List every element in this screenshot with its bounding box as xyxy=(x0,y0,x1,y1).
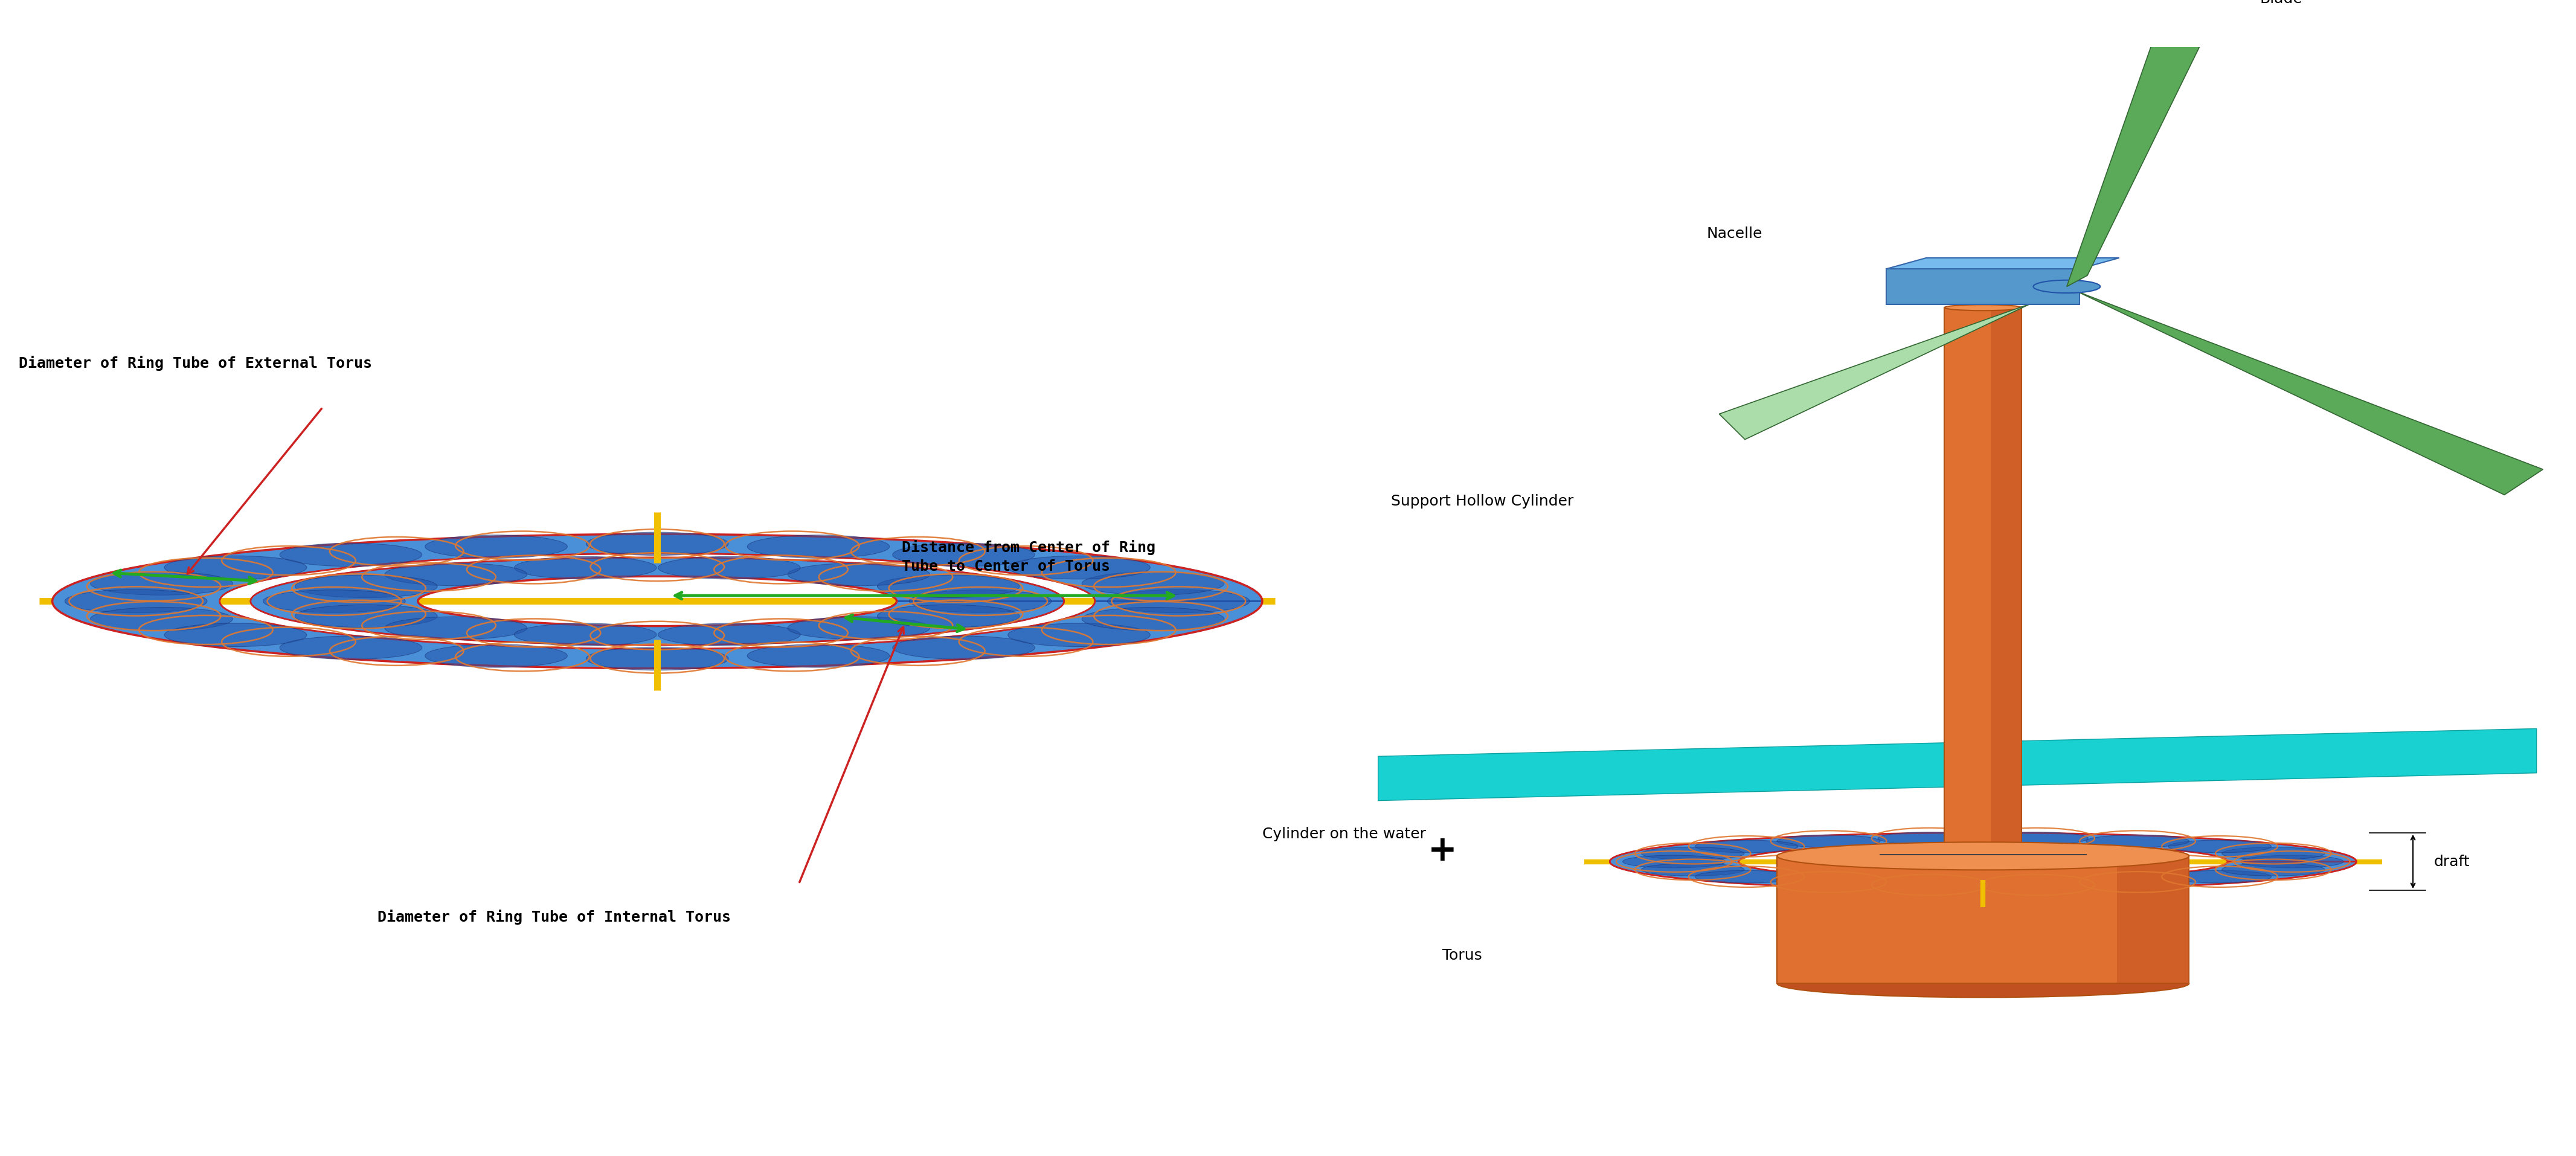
Text: +: + xyxy=(1427,833,1458,868)
Ellipse shape xyxy=(515,556,657,579)
Polygon shape xyxy=(1777,857,2190,984)
Ellipse shape xyxy=(2169,870,2272,883)
Ellipse shape xyxy=(281,543,422,566)
Ellipse shape xyxy=(165,556,307,579)
FancyBboxPatch shape xyxy=(1991,307,2022,861)
Text: Cylinder on the water: Cylinder on the water xyxy=(1262,827,1427,842)
Text: draft: draft xyxy=(2434,854,2470,869)
Ellipse shape xyxy=(90,607,232,630)
Polygon shape xyxy=(2066,287,2543,495)
Ellipse shape xyxy=(788,616,930,639)
Ellipse shape xyxy=(1641,864,1744,876)
Ellipse shape xyxy=(657,556,801,579)
Text: Diameter of Ring Tube of Internal Torus: Diameter of Ring Tube of Internal Torus xyxy=(379,910,732,925)
Ellipse shape xyxy=(587,532,729,555)
Ellipse shape xyxy=(1641,847,1744,860)
Ellipse shape xyxy=(2223,847,2326,860)
Ellipse shape xyxy=(425,644,567,667)
Polygon shape xyxy=(2117,857,2190,984)
Polygon shape xyxy=(1886,269,2079,304)
Ellipse shape xyxy=(747,535,889,558)
Ellipse shape xyxy=(263,590,404,613)
Ellipse shape xyxy=(1777,970,2190,998)
Text: Distance from Center of Ring
Tube to Center of Torus: Distance from Center of Ring Tube to Cen… xyxy=(902,540,1157,575)
Ellipse shape xyxy=(90,572,232,595)
Text: Torus: Torus xyxy=(1443,948,1481,963)
Ellipse shape xyxy=(281,636,422,659)
Ellipse shape xyxy=(657,623,801,646)
Ellipse shape xyxy=(1007,623,1149,646)
Ellipse shape xyxy=(1878,879,1981,891)
Ellipse shape xyxy=(894,636,1036,659)
Polygon shape xyxy=(2066,0,2233,287)
Ellipse shape xyxy=(747,644,889,667)
Ellipse shape xyxy=(1007,556,1149,579)
Text: Nacelle: Nacelle xyxy=(1705,227,1762,242)
Ellipse shape xyxy=(878,575,1020,598)
Ellipse shape xyxy=(1986,832,2089,845)
Polygon shape xyxy=(250,557,1064,645)
Ellipse shape xyxy=(2087,876,2190,888)
Ellipse shape xyxy=(296,575,438,598)
Polygon shape xyxy=(1378,728,2537,801)
Ellipse shape xyxy=(2241,855,2344,868)
Ellipse shape xyxy=(1623,855,1726,868)
Polygon shape xyxy=(52,534,1262,668)
Ellipse shape xyxy=(515,623,657,646)
Ellipse shape xyxy=(587,647,729,670)
Ellipse shape xyxy=(1777,835,1880,847)
Ellipse shape xyxy=(909,590,1051,613)
Ellipse shape xyxy=(894,543,1036,566)
Polygon shape xyxy=(1610,832,2357,890)
Polygon shape xyxy=(1886,258,2120,269)
Ellipse shape xyxy=(296,605,438,628)
Ellipse shape xyxy=(2032,280,2099,292)
Ellipse shape xyxy=(1695,840,1798,853)
Ellipse shape xyxy=(2087,835,2190,847)
Ellipse shape xyxy=(1082,607,1224,630)
Ellipse shape xyxy=(2223,864,2326,876)
FancyBboxPatch shape xyxy=(1945,307,2022,861)
Polygon shape xyxy=(1718,287,2066,439)
Ellipse shape xyxy=(1695,870,1798,883)
Ellipse shape xyxy=(64,590,206,613)
Ellipse shape xyxy=(1945,305,2022,311)
Ellipse shape xyxy=(165,623,307,646)
Ellipse shape xyxy=(1082,572,1224,595)
Ellipse shape xyxy=(1777,842,2190,870)
Text: Blade: Blade xyxy=(2259,0,2303,6)
Ellipse shape xyxy=(788,563,930,586)
Ellipse shape xyxy=(384,616,528,639)
Text: Diameter of Ring Tube of External Torus: Diameter of Ring Tube of External Torus xyxy=(18,355,371,371)
Text: Support Hollow Cylinder: Support Hollow Cylinder xyxy=(1391,495,1574,509)
Ellipse shape xyxy=(1878,832,1981,845)
Ellipse shape xyxy=(2169,840,2272,853)
Ellipse shape xyxy=(1108,590,1249,613)
Ellipse shape xyxy=(1777,876,1880,888)
Ellipse shape xyxy=(1986,879,2089,891)
Ellipse shape xyxy=(425,535,567,558)
Ellipse shape xyxy=(384,563,528,586)
Ellipse shape xyxy=(878,605,1020,628)
